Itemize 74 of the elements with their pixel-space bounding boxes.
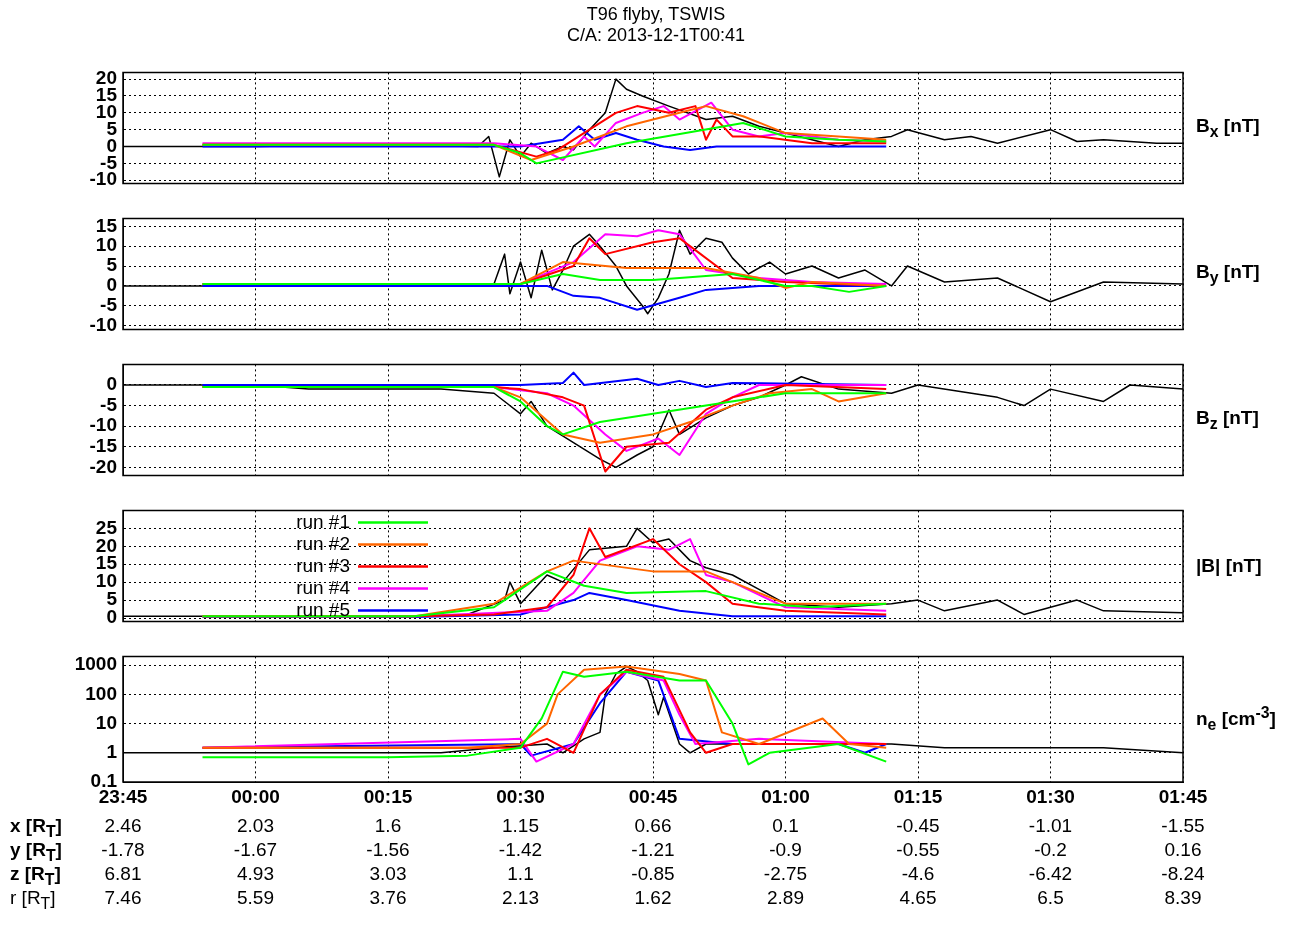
text: 1.62 — [634, 887, 672, 909]
text: -0.2 — [1034, 839, 1067, 861]
y-tick-label: 0 — [106, 373, 117, 395]
text: z [R$_{T}$] — [10, 863, 61, 889]
y-axis-title: B$_{x}$ [nT] — [1196, 115, 1260, 141]
text: 2.03 — [237, 815, 274, 837]
y-tick-label: -15 — [89, 435, 118, 456]
text: -1.56 — [366, 839, 410, 861]
text: -0.85 — [631, 863, 675, 885]
text: 2.13 — [502, 887, 539, 909]
y-axis-title: |B| [nT] — [1196, 555, 1262, 577]
text: y [R$_{T}$] — [10, 839, 62, 865]
text: x [R$_{T}$] — [10, 815, 62, 841]
x-tick-label: 01:15 — [893, 785, 943, 807]
y-tick-label: 5 — [106, 254, 118, 276]
text: -0.9 — [769, 839, 802, 861]
text: 8.39 — [1164, 887, 1202, 909]
text: -1.01 — [1028, 815, 1073, 837]
text: -1.67 — [233, 839, 278, 861]
x-tick-label: 00:45 — [628, 785, 678, 807]
y-tick-label: 15 — [95, 214, 118, 236]
chart-subtitle: C/A: 2013-12-1T00:41 — [565, 25, 747, 46]
y-axis-title: B$_{y}$ [nT] — [1196, 261, 1260, 287]
text: 6.5 — [1037, 887, 1064, 909]
text: -0.55 — [896, 839, 940, 861]
text: 0.1 — [772, 815, 799, 837]
y-tick-label: -5 — [100, 393, 118, 415]
text: 3.76 — [369, 887, 407, 909]
chart-title: T96 flyby, TSWIS — [585, 4, 727, 25]
legend-label: run #1 — [296, 510, 350, 532]
y-tick-label: -20 — [89, 455, 117, 477]
legend-label: run #5 — [296, 598, 350, 620]
y-tick-label: 1 — [106, 741, 118, 763]
text: -1.21 — [631, 839, 675, 861]
text: 2.46 — [104, 815, 142, 837]
x-tick-label: 00:15 — [363, 785, 413, 807]
text: 2.89 — [767, 887, 804, 909]
text: -0.45 — [896, 815, 940, 837]
legend-label: run #4 — [296, 576, 351, 598]
text: -1.42 — [498, 839, 543, 861]
x-tick-label: 00:30 — [496, 785, 545, 807]
y-tick-label: 10 — [95, 711, 117, 733]
text: 7.46 — [104, 887, 142, 909]
legend-label: run #2 — [296, 532, 350, 554]
y-tick-label: 0 — [106, 274, 117, 296]
text: 1.6 — [374, 815, 402, 837]
x-tick-label: 01:00 — [761, 785, 810, 807]
x-tick-label: 01:45 — [1158, 785, 1208, 807]
text: 0.66 — [634, 815, 672, 837]
x-tick-label: 00:00 — [231, 785, 280, 807]
text: r [R$_{T}$] — [10, 887, 56, 913]
text: -8.24 — [1161, 863, 1205, 885]
text: 0.16 — [1164, 839, 1202, 861]
text: 4.65 — [899, 887, 937, 909]
y-tick-label: -5 — [100, 294, 118, 316]
text: 3.03 — [369, 863, 407, 885]
text: -2.75 — [763, 863, 808, 885]
text: -1.55 — [1161, 815, 1205, 837]
text: 4.93 — [237, 863, 274, 885]
text: 6.81 — [104, 863, 142, 885]
y-tick-label: -10 — [89, 414, 117, 436]
text: 1.15 — [502, 815, 539, 837]
text: 1.1 — [507, 863, 534, 885]
text: -1.78 — [101, 839, 145, 861]
y-axis-title: n$_{e}$ [cm$^{-3}$] — [1196, 704, 1276, 735]
y-tick-label: 100 — [85, 682, 117, 704]
text: -4.6 — [901, 863, 935, 885]
y-tick-label: -10 — [89, 313, 117, 335]
text: 5.59 — [237, 887, 274, 909]
y-tick-label: 10 — [95, 234, 117, 256]
y-axis-title: B$_{z}$ [nT] — [1196, 407, 1259, 433]
y-tick-label: 1000 — [74, 653, 117, 675]
x-tick-label: 01:30 — [1026, 785, 1075, 807]
text: -6.42 — [1028, 863, 1073, 885]
